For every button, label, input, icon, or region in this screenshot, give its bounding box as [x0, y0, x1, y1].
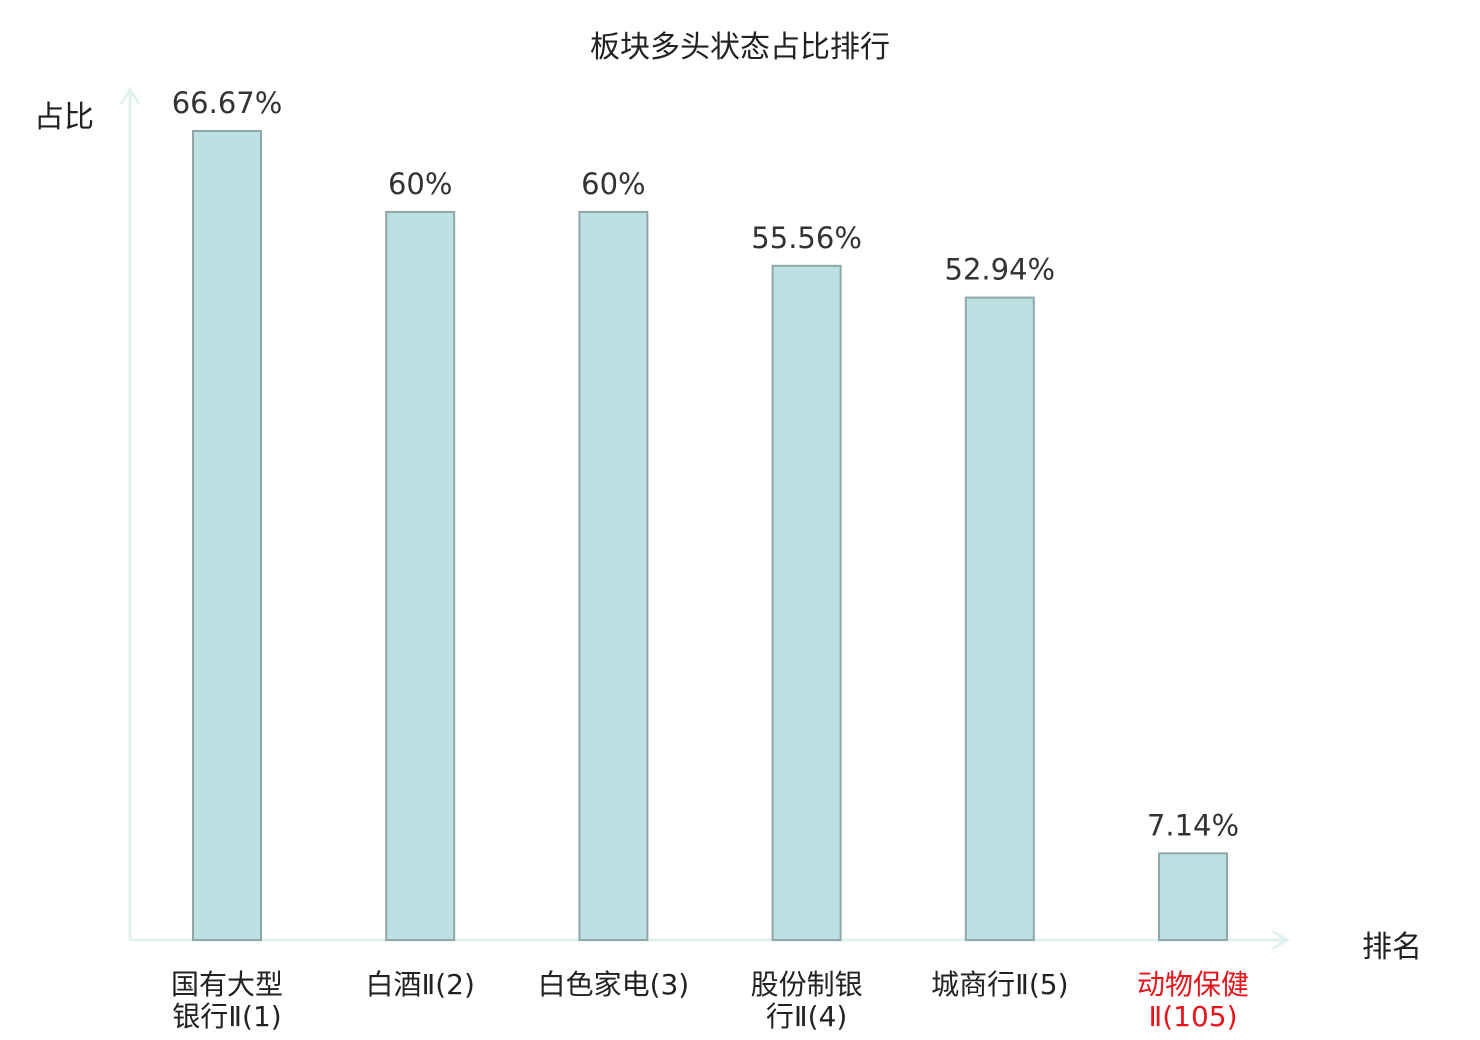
- bar: [1158, 852, 1228, 941]
- data-label: 7.14%: [1147, 808, 1239, 842]
- chart-title: 板块多头状态占比排行: [590, 30, 890, 65]
- x-axis-arrow: [1271, 929, 1290, 951]
- data-label: 55.56%: [751, 221, 862, 255]
- x-tick-label: 行Ⅱ(4): [766, 1000, 847, 1033]
- data-label: 52.94%: [945, 253, 1056, 287]
- data-label: 66.67%: [172, 86, 283, 120]
- bar: [192, 130, 262, 941]
- x-tick-label: 银行Ⅱ(1): [172, 1000, 281, 1033]
- bar: [771, 264, 842, 941]
- bar: [964, 296, 1035, 941]
- x-tick-label: 国有大型: [171, 968, 283, 1001]
- x-tick-label: Ⅱ(105): [1148, 1000, 1237, 1033]
- x-tick-label: 城商行Ⅱ(5): [931, 968, 1068, 1001]
- x-tick-label: 动物保健: [1137, 968, 1249, 1001]
- bar: [578, 210, 649, 941]
- data-label: 60%: [388, 167, 452, 201]
- x-tick-label: 股份制银: [751, 968, 863, 1001]
- x-tick-label: 白酒Ⅱ(2): [365, 968, 474, 1001]
- x-axis-label: 排名: [1362, 930, 1422, 965]
- x-tick-label: 白色家电(3): [538, 968, 690, 1001]
- y-axis-label: 占比: [34, 100, 94, 135]
- bar: [385, 210, 456, 941]
- data-label: 60%: [581, 167, 645, 201]
- y-axis-arrow: [119, 87, 141, 105]
